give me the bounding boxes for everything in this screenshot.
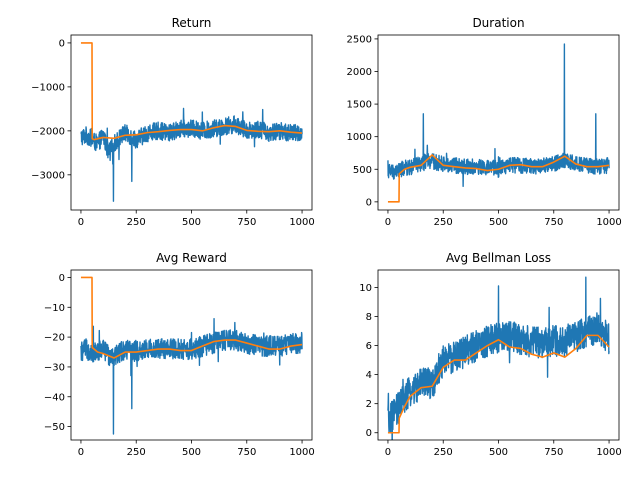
duration-plot-area: 0 250 500 750 1000 0 500 1000 1500 2000 2500 (347, 34, 622, 228)
return-y-tick-label: −2000 (31, 126, 65, 137)
duration-x-tick-label: 500 (489, 217, 508, 228)
duration-title: Duration (472, 16, 524, 30)
avg-reward-y-tick-label: −40 (44, 392, 65, 403)
avg-bellman-loss-y-tick-label: 4 (366, 370, 372, 381)
return-plot-area: 0 250 500 750 1000 −3000 −2000 −1000 0 (31, 34, 315, 228)
duration-x-tick-label: 0 (385, 217, 391, 228)
return-y-tick-label: 0 (59, 38, 65, 49)
return-x-tick-label: 1000 (289, 217, 314, 228)
avg-reward-x-tick-label: 0 (78, 447, 84, 458)
avg-reward-y-tick-label: −10 (44, 303, 65, 314)
return-x-tick-label: 500 (182, 217, 201, 228)
avg-reward-y-tick-label: −50 (44, 422, 65, 433)
avg-reward-raw-line (80, 317, 303, 435)
duration-y-tick-label: 0 (366, 197, 372, 208)
avg-reward-smoothed-line (80, 276, 303, 359)
avg-bellman-loss-series-group (387, 276, 610, 440)
avg-reward-x-tick-label: 500 (182, 447, 201, 458)
duration-x-tick-label: 250 (434, 217, 453, 228)
return-title: Return (172, 16, 212, 30)
avg-reward-y-tick-label: −30 (44, 362, 65, 373)
avg-bellman-loss-y-tick-label: 6 (366, 341, 372, 352)
duration-y-tick-label: 2000 (347, 67, 372, 78)
avg-bellman-loss-y-tick-label: 8 (366, 312, 372, 323)
avg-bellman-loss-x-tick-label: 0 (385, 447, 391, 458)
return-series-group (80, 42, 303, 202)
avg-bellman-loss-panel: Avg Bellman Loss 0 250 500 750 1000 0 2 4 6 8 10 (359, 251, 622, 458)
avg-bellman-loss-x-tick-label: 1000 (596, 447, 621, 458)
avg-bellman-loss-y-tick-label: 0 (366, 428, 372, 439)
avg-bellman-loss-y-tick-label: 10 (359, 283, 372, 294)
return-raw-line (80, 107, 303, 202)
avg-bellman-loss-x-tick-label: 250 (434, 447, 453, 458)
duration-y-tick-label: 1500 (347, 100, 372, 111)
return-y-tick-label: −1000 (31, 82, 65, 93)
avg-bellman-loss-raw-line (387, 276, 610, 440)
avg-reward-panel: Avg Reward 0 250 500 750 1000 −50 −40 −30 −20 −10… (44, 251, 315, 458)
avg-reward-title: Avg Reward (156, 251, 227, 265)
duration-panel: Duration 0 250 500 750 1000 0 500 1000 1500 2000 2… (347, 16, 622, 228)
duration-x-tick-label: 1000 (596, 217, 621, 228)
duration-series-group (387, 43, 610, 203)
avg-bellman-loss-smoothed-line (387, 334, 610, 434)
avg-reward-y-tick-label: −20 (44, 333, 65, 344)
duration-smoothed-line (387, 154, 610, 203)
avg-bellman-loss-y-tick-label: 2 (366, 399, 372, 410)
avg-reward-y-tick-label: 0 (59, 273, 65, 284)
return-y-tick-label: −3000 (31, 170, 65, 181)
avg-bellman-loss-x-tick-label: 750 (544, 447, 563, 458)
avg-bellman-loss-x-tick-label: 500 (489, 447, 508, 458)
avg-bellman-loss-plot-area: 0 250 500 750 1000 0 2 4 6 8 10 (359, 269, 622, 458)
return-x-tick-label: 750 (237, 217, 256, 228)
duration-y-tick-label: 500 (353, 165, 372, 176)
duration-y-tick-label: 2500 (347, 34, 372, 45)
avg-reward-series-group (80, 276, 303, 435)
avg-reward-x-tick-label: 750 (237, 447, 256, 458)
duration-y-tick-label: 1000 (347, 132, 372, 143)
duration-x-tick-label: 750 (544, 217, 563, 228)
avg-reward-plot-area: 0 250 500 750 1000 −50 −40 −30 −20 −10 0 (44, 269, 315, 458)
avg-reward-x-tick-label: 250 (127, 447, 146, 458)
avg-reward-x-tick-label: 1000 (289, 447, 314, 458)
return-x-tick-label: 250 (127, 217, 146, 228)
return-smoothed-line (80, 42, 303, 141)
return-x-tick-label: 0 (78, 217, 84, 228)
avg-bellman-loss-title: Avg Bellman Loss (446, 251, 551, 265)
return-panel: Return 0 250 500 750 1000 −3000 −2000 −1000 0 (31, 16, 315, 228)
duration-raw-line (387, 43, 610, 188)
